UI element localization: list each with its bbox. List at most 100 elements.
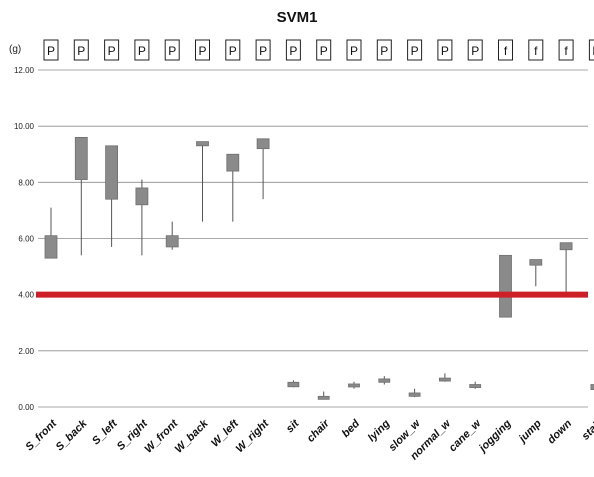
- flag-label: P: [47, 44, 55, 58]
- box: [348, 383, 360, 388]
- box-jump: [529, 259, 543, 287]
- box-bed: [348, 381, 360, 389]
- box-cane_w: [469, 381, 482, 389]
- flag-label: P: [380, 44, 388, 58]
- flag-box: [346, 39, 362, 61]
- x-tick-label: jogging: [476, 417, 514, 455]
- box-W_front: [165, 221, 179, 250]
- box: [196, 141, 209, 147]
- y-axis-ticks: 0.00 2.00 4.00 6.00 8.00 10.00 12.00: [14, 66, 35, 412]
- flag-label: P: [289, 44, 297, 58]
- flag-box: [376, 39, 392, 61]
- flag-label: P: [259, 44, 267, 58]
- x-tick-label: bed: [340, 417, 363, 440]
- flag-box: [498, 39, 513, 61]
- box-slow_w: [408, 388, 421, 398]
- box-chair: [317, 391, 330, 400]
- flag-box: [104, 39, 120, 61]
- box: [529, 259, 543, 266]
- box: [74, 136, 88, 180]
- flag-box: [195, 39, 210, 61]
- chart-title: SVM1: [277, 9, 318, 26]
- flag-box: [43, 39, 59, 61]
- box: [256, 138, 270, 150]
- box-W_right: [256, 138, 270, 200]
- flag-label: P: [592, 44, 594, 58]
- x-tick-label: S_back: [54, 417, 90, 453]
- flag-label: P: [411, 44, 419, 58]
- grid-layer: [38, 69, 588, 408]
- box-S_left: [105, 145, 118, 247]
- box: [378, 378, 391, 383]
- box: [499, 254, 512, 318]
- flag-box: [316, 39, 332, 61]
- x-tick-label: lying: [366, 417, 393, 444]
- y-tick-label: 4.00: [18, 291, 34, 300]
- box: [438, 377, 451, 382]
- box-S_front: [44, 207, 58, 259]
- flag-label: P: [138, 44, 146, 58]
- y-tick-label: 0.00: [18, 403, 34, 412]
- flag-label: P: [350, 44, 358, 58]
- box-sit: [287, 380, 300, 388]
- x-tick-label: down: [545, 417, 574, 446]
- box-down: [559, 242, 573, 295]
- flag-label: P: [198, 44, 206, 58]
- flag-box: [73, 39, 89, 61]
- flag-label: P: [471, 44, 479, 58]
- flag-label: f: [534, 44, 538, 58]
- box: [408, 392, 421, 397]
- x-tick-label: W_right: [234, 417, 272, 455]
- flag-box: [437, 39, 453, 61]
- box-S_back: [74, 136, 88, 256]
- x-tick-label: S_front: [23, 417, 60, 454]
- flag-label: P: [168, 44, 176, 58]
- flag-box: [255, 39, 271, 61]
- flag-label: P: [441, 44, 449, 58]
- y-tick-label: 2.00: [18, 347, 34, 356]
- box-W_left: [226, 153, 240, 222]
- box-jogging: [499, 254, 512, 318]
- y-tick-label: 10.00: [14, 122, 35, 131]
- x-tick-label: sit: [284, 417, 303, 436]
- box: [590, 384, 594, 390]
- flag-box: [164, 39, 180, 61]
- x-tick-label: W_back: [173, 417, 212, 456]
- flag-box: [407, 39, 423, 61]
- flag-label: P: [108, 44, 116, 58]
- flag-box: [134, 39, 150, 61]
- box-normal_w: [438, 373, 451, 382]
- y-unit-label: (g): [9, 44, 21, 55]
- x-tick-label: jump: [515, 417, 544, 446]
- flag-label: P: [229, 44, 237, 58]
- flag-box: [588, 39, 594, 61]
- y-tick-label: 12.00: [14, 66, 35, 75]
- box: [559, 242, 573, 251]
- box: [287, 381, 300, 388]
- flag-layer: P P P P P P P P P P P P P P Pf f f P: [43, 39, 594, 61]
- flag-label: P: [77, 44, 85, 58]
- box-S_right: [135, 179, 149, 256]
- box: [469, 384, 482, 388]
- flag-box: [285, 39, 301, 61]
- flag-box: [528, 39, 544, 61]
- flag-label: P: [320, 44, 328, 58]
- box-stair: [590, 384, 594, 390]
- box: [135, 187, 149, 206]
- box: [317, 395, 330, 400]
- flag-label: f: [564, 44, 568, 58]
- box: [226, 153, 240, 172]
- flag-box: [558, 39, 574, 61]
- flag-box: [467, 39, 483, 61]
- flag-box: [225, 39, 241, 61]
- box: [105, 145, 118, 200]
- box-W_back: [196, 141, 209, 222]
- y-tick-label: 6.00: [18, 235, 34, 244]
- flag-label: f: [504, 44, 508, 58]
- box-layer: [44, 136, 594, 400]
- x-tick-label: chair: [305, 417, 333, 445]
- x-tick-label: stair: [580, 417, 594, 442]
- box: [165, 235, 179, 248]
